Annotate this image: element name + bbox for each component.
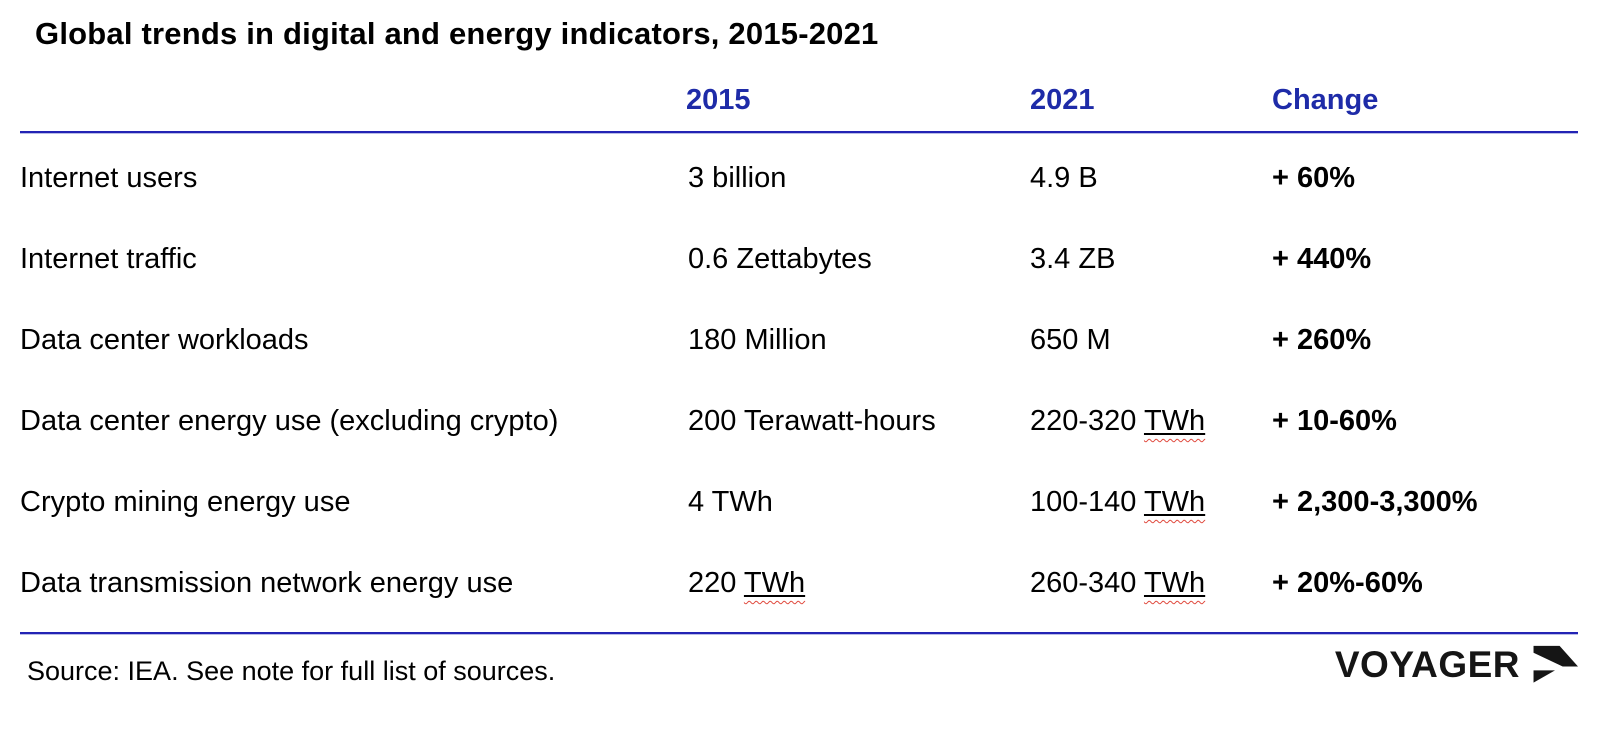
indicator-cell: Internet traffic [20, 243, 197, 275]
misspelled-word: TWh [1143, 405, 1206, 437]
table-row: Crypto mining energy use 4 TWh 100-140 T… [0, 486, 1600, 518]
value-2021-cell: 100-140 TWh [1030, 486, 1206, 518]
value-2015-cell: 3 billion [688, 162, 787, 194]
value-2015-cell: 200 Terawatt-hours [688, 405, 936, 437]
source-note: Source: IEA. See note for full list of s… [27, 656, 556, 686]
header-divider-line [20, 131, 1578, 133]
indicator-cell: Internet users [20, 162, 198, 194]
change-cell: + 440% [1272, 243, 1372, 275]
column-header-change: Change [1272, 84, 1379, 116]
value-2015-cell: 0.6 Zettabytes [688, 243, 872, 275]
change-cell: + 10-60% [1272, 405, 1397, 437]
misspelled-word: TWh [743, 567, 806, 599]
table-row: Data center energy use (excluding crypto… [0, 405, 1600, 437]
value-2021-cell: 220-320 TWh [1030, 405, 1206, 437]
table-row: Data center workloads 180 Million 650 M … [0, 324, 1600, 356]
voyager-logo: VOYAGER [1335, 644, 1578, 686]
table-row: Internet traffic 0.6 Zettabytes 3.4 ZB +… [0, 243, 1600, 275]
value-2021-cell: 3.4 ZB [1030, 243, 1116, 275]
change-cell: + 260% [1272, 324, 1372, 356]
misspelled-word: TWh [1143, 567, 1206, 599]
change-cell: + 2,300-3,300% [1272, 486, 1478, 518]
voyager-logo-text: VOYAGER [1334, 644, 1520, 685]
value-2015-cell: 180 Million [688, 324, 827, 356]
indicator-cell: Data center workloads [20, 324, 309, 356]
indicator-cell: Crypto mining energy use [20, 486, 351, 518]
value-2015-cell: 4 TWh [688, 486, 773, 518]
table-row: Data transmission network energy use 220… [0, 567, 1600, 599]
voyager-arrow-icon [1533, 645, 1578, 683]
table-row: Internet users 3 billion 4.9 B + 60% [0, 162, 1600, 194]
page-title: Global trends in digital and energy indi… [35, 16, 879, 51]
column-header-2021: 2021 [1030, 84, 1095, 116]
value-2021-cell: 260-340 TWh [1030, 567, 1206, 599]
indicator-cell: Data center energy use (excluding crypto… [20, 405, 559, 437]
misspelled-word: TWh [1143, 486, 1206, 518]
value-2015-cell: 220 TWh [688, 567, 806, 599]
change-cell: + 60% [1272, 162, 1356, 194]
column-header-2015: 2015 [686, 84, 751, 116]
change-cell: + 20%-60% [1272, 567, 1423, 599]
indicator-cell: Data transmission network energy use [20, 567, 514, 599]
footer-divider-line [20, 632, 1578, 634]
value-2021-cell: 4.9 B [1030, 162, 1098, 194]
value-2021-cell: 650 M [1030, 324, 1111, 356]
